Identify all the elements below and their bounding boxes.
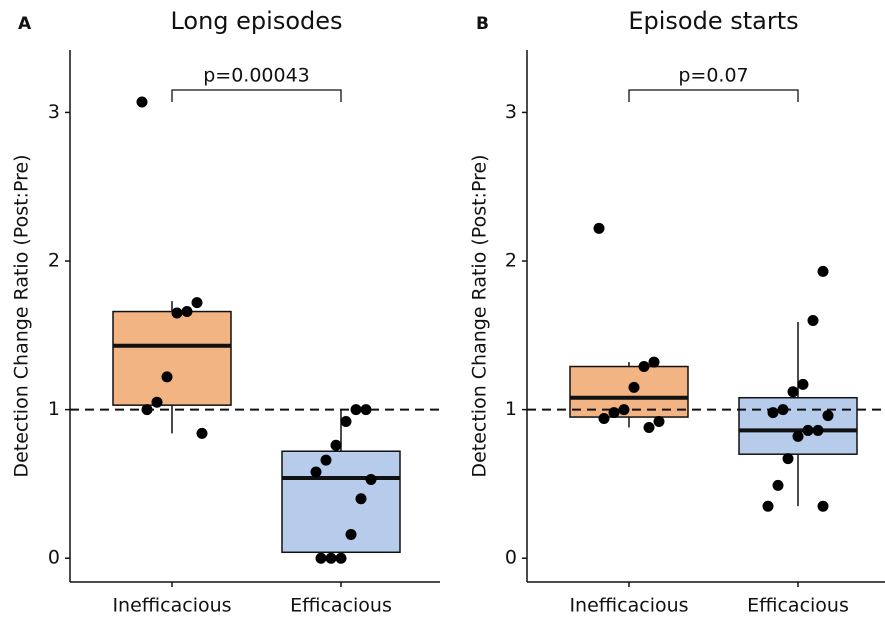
y-tick-label: 1 [48,398,60,420]
data-point [171,307,183,319]
panel-label: A [18,14,32,34]
data-point [360,404,372,416]
y-tick-label: 1 [505,398,517,420]
y-tick-label: 3 [505,101,517,123]
data-point [807,314,819,326]
data-point [802,424,814,436]
data-point [355,493,367,505]
data-point [320,454,332,466]
significance-bracket [628,89,799,102]
box [738,396,858,455]
data-point [598,413,610,425]
chart-title: Episode starts [628,7,798,35]
data-point [330,439,342,451]
x-tick-label: Inefficacious [112,595,231,617]
data-point [817,500,829,512]
data-point [787,386,799,398]
data-point [365,473,377,485]
data-point [340,416,352,428]
x-tick-label: Efficacious [290,595,392,617]
chart-title: Long episodes [170,7,342,35]
data-point [772,479,784,491]
y-axis-label: Detection Change Ratio (Post:Pre) [11,154,33,477]
y-tick-label: 3 [48,101,60,123]
data-point [141,404,153,416]
y-tick-label: 2 [48,250,60,272]
data-point [628,381,640,393]
y-tick-label: 0 [48,547,60,569]
data-point [181,306,193,318]
data-point [638,361,650,373]
x-tick-label: Efficacious [747,595,849,617]
data-point [643,421,655,433]
p-value: p=0.07 [678,65,748,87]
data-point [196,427,208,439]
data-point [350,404,362,416]
data-point [822,410,834,422]
data-point [161,371,173,383]
data-point [136,96,148,108]
data-point [345,528,357,540]
data-point [762,500,774,512]
data-point [191,297,203,309]
y-tick-label: 0 [505,547,517,569]
data-point [608,407,620,419]
data-point [315,552,327,564]
x-tick-label: Inefficacious [569,595,688,617]
y-axis-label: Detection Change Ratio (Post:Pre) [469,154,491,477]
data-point [817,265,829,277]
data-point [151,396,163,408]
significance-bracket [171,89,342,102]
box [281,450,401,554]
data-point [792,430,804,442]
box [112,310,232,406]
data-point [653,416,665,428]
data-point [648,356,660,368]
panel-label: B [476,14,489,34]
data-point [777,404,789,416]
data-point [797,378,809,390]
data-point [812,424,824,436]
data-point [325,552,337,564]
p-value: p=0.00043 [203,65,310,87]
data-point [310,466,322,478]
data-point [767,407,779,419]
data-point [782,453,794,465]
data-point [335,552,347,564]
data-point [618,404,630,416]
y-tick-label: 2 [505,250,517,272]
data-point [593,222,605,234]
